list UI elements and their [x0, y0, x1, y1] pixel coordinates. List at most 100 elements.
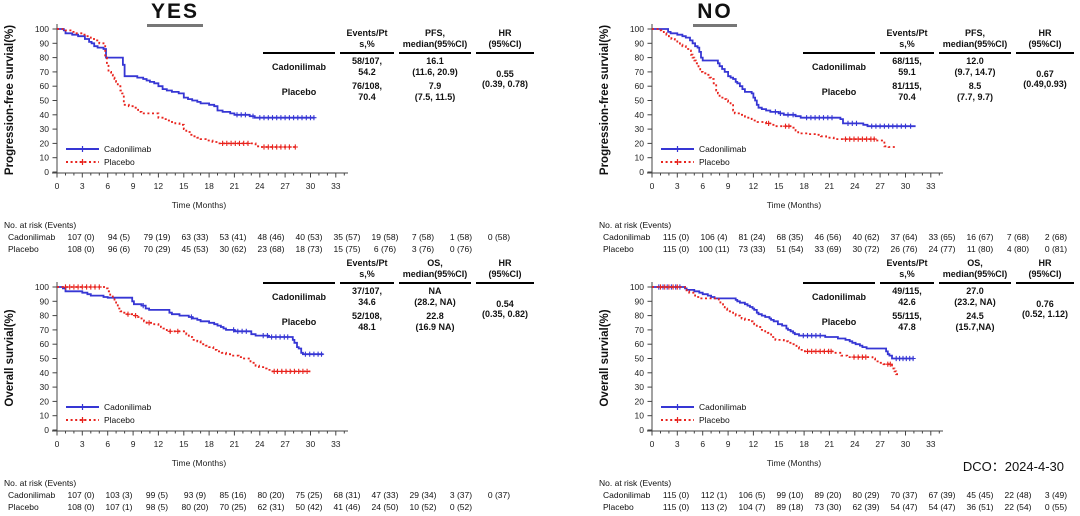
risk-row-cadonilimab: Cadonilimab 107 (0) 103 (3) 99 (5) 93 (9) 85 … — [8, 490, 540, 501]
censor-mark — [786, 123, 792, 129]
censor-mark — [817, 333, 823, 339]
risk-row-placebo: Placebo 108 (0) 107 (1) 98 (5) 80 (20) 70 (25… — [8, 502, 540, 513]
y-tick-label: 20 — [40, 138, 50, 148]
censor-mark — [318, 351, 325, 357]
panel-pfs-yes: YES 0 10 20 30 40 50 60 70 80 90 100 0 3 6 9 12 15 18 21 24… — [0, 0, 540, 258]
col-header-median: OS, median(95%CI) — [399, 256, 471, 285]
y-tick-label: 70 — [40, 67, 50, 77]
km-curve-cadonilimab — [57, 28, 315, 119]
risk-value: 33 (69) — [814, 244, 842, 254]
risk-value: 107 (0) — [67, 232, 95, 242]
y-tick-label: 0 — [44, 425, 49, 435]
risk-value: 107 (0) — [67, 490, 95, 500]
risk-value: 51 (54) — [776, 244, 804, 254]
risk-value: 2 (68) — [1044, 232, 1068, 242]
x-axis-label: Time (Months) — [767, 200, 822, 210]
x-tick-label: 21 — [230, 439, 240, 449]
median-cadonilimab: NA (28.2, NA) — [414, 286, 456, 307]
median-placebo: 7.9 (7.5, 11.5) — [414, 81, 456, 103]
stats-row-placebo: Placebo 76/108, 70.4 7.9 (7.5, 11.5) — [263, 79, 534, 104]
panel-pfs-no: NO 0 10 20 30 40 50 60 70 80 90 100 0 3 6 9 12 15 18 21 24 2… — [540, 0, 1080, 258]
y-axis-label: Overall survial(%) — [599, 309, 611, 406]
axes: 0 10 20 30 40 50 60 70 80 90 100 0 3 6 9 12 15 18 21 24 27 30… — [599, 24, 943, 210]
y-tick-label: 100 — [35, 282, 49, 292]
risk-value: 70 (29) — [143, 244, 171, 254]
y-tick-label: 20 — [635, 396, 645, 406]
stats-header-blank — [263, 256, 335, 285]
x-tick-label: 0 — [650, 439, 655, 449]
risk-value: 80 (20) — [257, 490, 285, 500]
y-tick-label: 80 — [40, 311, 50, 321]
stats-row-cadonilimab: Cadonilimab 49/115, 42.6 27.0 (23.2, NA)… — [803, 284, 1074, 319]
risk-value: 0 (55) — [1044, 502, 1068, 512]
risk-value: 94 (5) — [107, 232, 131, 242]
risk-value: 33 (65) — [928, 232, 956, 242]
risk-value: 96 (6) — [107, 244, 131, 254]
censor-mark — [264, 333, 270, 339]
events-placebo: 81/115, 70.4 — [892, 81, 922, 103]
risk-row-label: Placebo — [8, 244, 39, 254]
col-header-hr: HR (95%CI) — [1016, 26, 1074, 55]
y-axis-label: Progression-free survial(%) — [4, 25, 16, 175]
risk-value: 47 (33) — [371, 490, 399, 500]
x-tick-label: 9 — [726, 439, 731, 449]
row-label-placebo: Placebo — [281, 86, 317, 97]
axes: 0 10 20 30 40 50 60 70 80 90 100 0 3 6 9 12 15 18 21 24 27 30… — [4, 282, 348, 468]
risk-value: 3 (37) — [449, 490, 473, 500]
legend-censor-mark — [79, 404, 86, 410]
risk-value: 70 (37) — [890, 490, 918, 500]
risk-row-label: Placebo — [603, 244, 634, 254]
y-tick-label: 20 — [635, 138, 645, 148]
risk-value: 1 (58) — [449, 232, 473, 242]
x-tick-label: 27 — [875, 439, 885, 449]
risk-value: 30 (62) — [219, 244, 247, 254]
row-label-cadonilimab: Cadonilimab — [271, 291, 326, 302]
legend: Cadonilimab Placebo — [661, 144, 747, 167]
y-tick-label: 0 — [639, 425, 644, 435]
risk-value: 22 (54) — [1004, 502, 1032, 512]
col-header-events: Events/Pt s,% — [340, 26, 394, 55]
risk-value: 15 (75) — [333, 244, 361, 254]
x-tick-label: 33 — [331, 439, 341, 449]
y-axis-label: Progression-free survial(%) — [599, 25, 611, 175]
risk-value: 40 (62) — [852, 232, 880, 242]
km-curve-cadonilimab — [652, 286, 914, 360]
legend-censor-mark — [674, 159, 681, 165]
y-tick-label: 90 — [635, 38, 645, 48]
median-cadonilimab: 27.0 (23.2, NA) — [954, 286, 996, 307]
legend: Cadonilimab Placebo — [66, 402, 152, 425]
x-tick-label: 15 — [774, 181, 784, 191]
risk-table-title: No. at risk (Events) — [4, 478, 77, 488]
censor-mark — [146, 320, 152, 326]
risk-value: 23 (68) — [257, 244, 285, 254]
km-curve-cadonilimab — [652, 28, 916, 128]
censor-mark — [285, 334, 291, 340]
risk-value: 80 (29) — [852, 490, 880, 500]
censor-mark — [125, 311, 131, 317]
stats-row-cadonilimab: Cadonilimab 68/115, 59.1 12.0 (9.7, 14.7… — [803, 54, 1074, 89]
risk-row-label: Cadonilimab — [603, 232, 651, 242]
y-tick-label: 50 — [635, 96, 645, 106]
censor-mark — [286, 144, 292, 150]
col-header-events: Events/Pt s,% — [880, 256, 934, 285]
row-label-placebo: Placebo — [281, 316, 317, 327]
censor-mark — [242, 112, 248, 118]
risk-row-label: Cadonilimab — [603, 490, 651, 500]
risk-value: 89 (20) — [814, 490, 842, 500]
x-tick-label: 21 — [825, 439, 835, 449]
risk-value: 99 (10) — [776, 490, 804, 500]
km-curve-placebo — [57, 28, 298, 148]
stats-header-blank — [803, 26, 875, 55]
risk-value: 46 (56) — [814, 232, 842, 242]
legend-censor-mark — [79, 417, 86, 423]
risk-value: 80 (20) — [181, 502, 209, 512]
col-header-hr: HR (95%CI) — [1016, 256, 1074, 285]
x-tick-label: 30 — [901, 181, 911, 191]
y-tick-label: 90 — [40, 296, 50, 306]
risk-value: 24 (50) — [371, 502, 399, 512]
risk-value: 53 (41) — [219, 232, 247, 242]
hr-value: 0.54 (0.35, 0.82) — [481, 298, 529, 320]
risk-value: 108 (0) — [67, 244, 95, 254]
x-tick-label: 9 — [131, 439, 136, 449]
